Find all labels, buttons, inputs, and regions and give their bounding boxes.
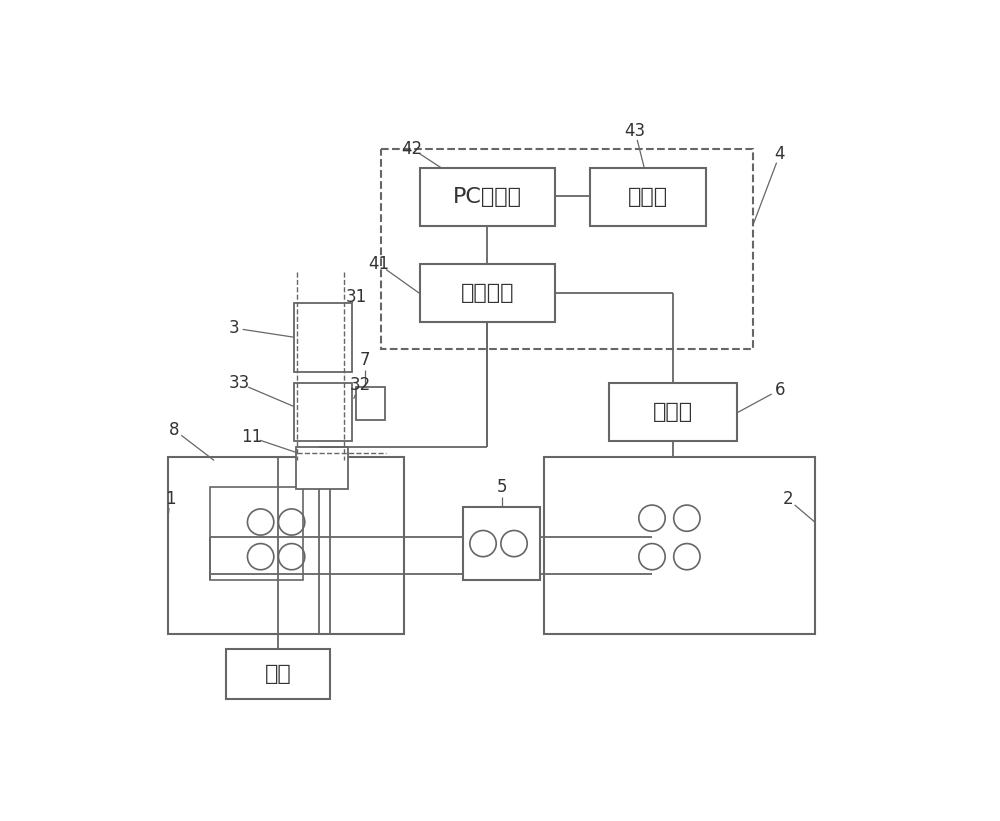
Bar (590, 167, 706, 226)
Text: 微处理器: 微处理器 (461, 283, 514, 303)
Text: 7: 7 (360, 351, 370, 369)
Bar (226, 649, 330, 699)
Text: 2: 2 (782, 490, 793, 508)
Text: 31: 31 (345, 288, 367, 306)
Bar (168, 456, 404, 634)
Bar (294, 303, 352, 372)
Bar (420, 264, 555, 322)
Text: 33: 33 (229, 374, 250, 392)
Bar (356, 388, 385, 420)
Text: 5: 5 (497, 479, 508, 497)
Bar (296, 447, 348, 489)
Text: 43: 43 (624, 122, 646, 140)
Text: 4: 4 (775, 145, 785, 163)
Text: 1: 1 (165, 490, 175, 508)
Text: 41: 41 (368, 255, 389, 273)
Text: 谐振腔: 谐振腔 (653, 402, 693, 422)
Text: 11: 11 (241, 429, 262, 447)
Bar (463, 507, 540, 580)
Text: 6: 6 (775, 381, 785, 398)
Text: 数据库: 数据库 (628, 186, 668, 207)
Bar (609, 383, 737, 441)
Bar (420, 167, 555, 226)
Text: 32: 32 (349, 376, 370, 394)
Bar (544, 456, 815, 634)
Text: PC控制端: PC控制端 (453, 186, 522, 207)
Bar (381, 149, 753, 349)
Text: 市电: 市电 (265, 664, 291, 684)
Bar (294, 383, 352, 441)
Text: 8: 8 (169, 420, 179, 438)
Text: 42: 42 (401, 140, 422, 158)
Bar (210, 488, 303, 580)
Text: 3: 3 (228, 319, 239, 337)
